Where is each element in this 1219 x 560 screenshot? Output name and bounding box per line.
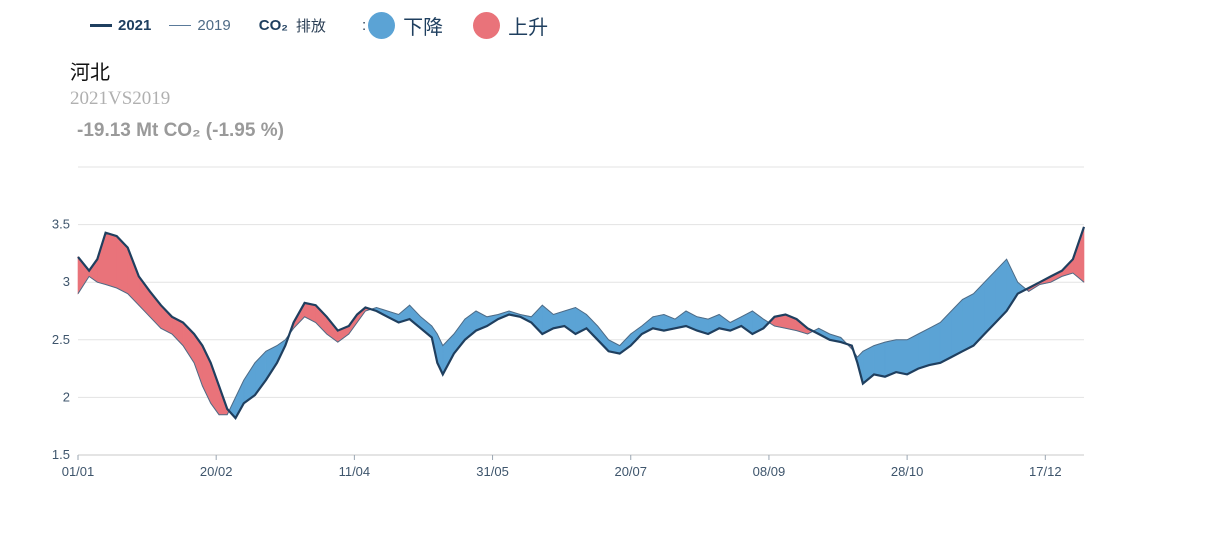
x-tick-label: 20/02: [200, 464, 233, 479]
legend-decrease-label: 下降: [403, 14, 444, 39]
x-tick-label: 31/05: [476, 464, 509, 479]
decrease-area: [895, 339, 908, 375]
x-tick-label: 20/07: [614, 464, 647, 479]
legend-2019[interactable]: 2019: [169, 16, 231, 34]
x-tick-label: 08/09: [753, 464, 786, 479]
chart-legend: 2021 2019 CO₂ 排放 : 下降 上升: [90, 8, 548, 42]
decrease-area: [917, 327, 930, 370]
difference-fills: [77, 226, 1085, 420]
series-lines: [77, 226, 1086, 420]
decrease-swatch: [368, 11, 396, 39]
decrease-area: [884, 339, 897, 378]
x-tick-label: 28/10: [891, 464, 924, 479]
decrease-area: [939, 310, 952, 364]
legend-2019-label: 2019: [197, 16, 231, 34]
x-tick-label: 17/12: [1029, 464, 1062, 479]
decrease-area: [873, 341, 886, 378]
increase-swatch: [473, 11, 501, 39]
comparison-label: 2021VS2019: [70, 88, 171, 109]
decrease-area: [951, 298, 963, 358]
increase-area: [105, 232, 117, 289]
series-2021-line: [77, 226, 1086, 420]
legend-colon: :: [361, 16, 367, 34]
decrease-area: [928, 322, 941, 366]
delta-value: -19.13 Mt CO₂ (-1.95 %): [77, 120, 284, 141]
legend-2021-label: 2021: [118, 16, 152, 34]
legend-2021[interactable]: 2021: [90, 17, 151, 34]
legend-2019-swatch: [169, 24, 192, 26]
legend-emission-label: 排放: [295, 16, 326, 35]
decrease-area: [420, 316, 433, 339]
decrease-area: [962, 293, 974, 352]
axes: 1.5 2 2.5 3 3.5 01/01 20/02 11/04 31/05 20/07 08/0…: [52, 217, 1084, 479]
y-tick-label: 1.5: [52, 447, 70, 462]
x-tick-label: 01/01: [62, 464, 95, 479]
decrease-area: [597, 325, 609, 353]
region-title: 河北: [70, 60, 110, 84]
y-tick-label: 3.5: [52, 217, 70, 232]
y-tick-label: 2: [63, 389, 70, 404]
increase-area: [193, 333, 203, 386]
legend-co2-label: CO₂: [258, 16, 288, 34]
increase-area: [210, 362, 220, 416]
series-2019-line: [77, 258, 1085, 416]
legend-increase-label: 上升: [508, 14, 549, 39]
y-tick-label: 2.5: [52, 332, 70, 347]
x-tick-label: 11/04: [339, 464, 371, 479]
decrease-area: [586, 313, 598, 341]
legend-2021-swatch: [90, 23, 112, 27]
y-tick-label: 3: [63, 274, 70, 289]
increase-area: [127, 247, 140, 306]
